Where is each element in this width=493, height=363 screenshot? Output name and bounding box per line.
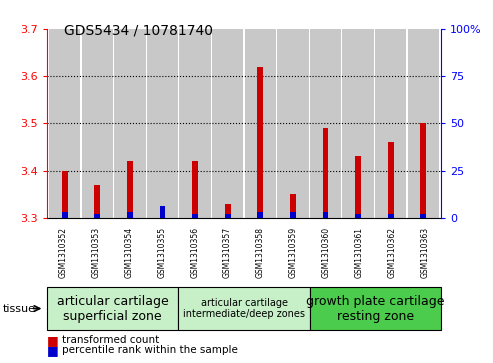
Bar xyxy=(95,185,100,218)
Bar xyxy=(114,29,145,218)
Bar xyxy=(355,214,361,218)
Bar xyxy=(62,171,68,218)
Text: GSM1310353: GSM1310353 xyxy=(92,227,101,278)
Bar xyxy=(343,29,374,218)
Text: ■: ■ xyxy=(47,344,59,357)
Bar xyxy=(257,212,263,218)
Bar xyxy=(212,29,244,218)
Bar xyxy=(322,212,328,218)
Bar xyxy=(355,156,361,218)
Bar xyxy=(192,161,198,218)
Bar xyxy=(147,29,178,218)
Text: GSM1310354: GSM1310354 xyxy=(125,227,134,278)
Bar xyxy=(49,29,80,218)
Text: tissue: tissue xyxy=(2,303,35,314)
Bar xyxy=(82,29,113,218)
Bar xyxy=(160,207,166,218)
Text: articular cartilage
intermediate/deep zones: articular cartilage intermediate/deep zo… xyxy=(183,298,305,319)
Text: GSM1310360: GSM1310360 xyxy=(322,227,331,278)
Bar xyxy=(192,214,198,218)
Text: articular cartilage
superficial zone: articular cartilage superficial zone xyxy=(57,294,169,323)
Bar xyxy=(127,161,133,218)
Text: GDS5434 / 10781740: GDS5434 / 10781740 xyxy=(64,24,213,38)
Bar xyxy=(225,204,231,218)
Bar xyxy=(322,128,328,218)
Text: transformed count: transformed count xyxy=(62,335,159,345)
Text: GSM1310357: GSM1310357 xyxy=(223,227,232,278)
Bar xyxy=(388,214,393,218)
Bar xyxy=(375,29,406,218)
Bar xyxy=(160,213,166,218)
Text: GSM1310352: GSM1310352 xyxy=(59,227,68,278)
Text: GSM1310361: GSM1310361 xyxy=(354,227,363,278)
Bar xyxy=(421,214,426,218)
Bar xyxy=(179,29,211,218)
Bar xyxy=(290,212,296,218)
Bar xyxy=(127,212,133,218)
Text: GSM1310355: GSM1310355 xyxy=(157,227,166,278)
Text: percentile rank within the sample: percentile rank within the sample xyxy=(62,345,238,355)
Bar xyxy=(408,29,439,218)
Bar xyxy=(257,67,263,218)
Bar xyxy=(62,212,68,218)
Text: GSM1310359: GSM1310359 xyxy=(289,227,298,278)
Bar xyxy=(421,123,426,218)
Bar xyxy=(310,29,341,218)
Text: GSM1310356: GSM1310356 xyxy=(190,227,199,278)
Text: ■: ■ xyxy=(47,334,59,347)
Bar xyxy=(95,214,100,218)
Text: GSM1310358: GSM1310358 xyxy=(256,227,265,278)
Bar xyxy=(245,29,276,218)
Text: growth plate cartilage
resting zone: growth plate cartilage resting zone xyxy=(306,294,445,323)
Text: GSM1310363: GSM1310363 xyxy=(421,227,429,278)
Text: GSM1310362: GSM1310362 xyxy=(387,227,396,278)
Bar xyxy=(290,194,296,218)
Bar xyxy=(388,142,393,218)
Bar xyxy=(225,214,231,218)
Bar xyxy=(277,29,309,218)
